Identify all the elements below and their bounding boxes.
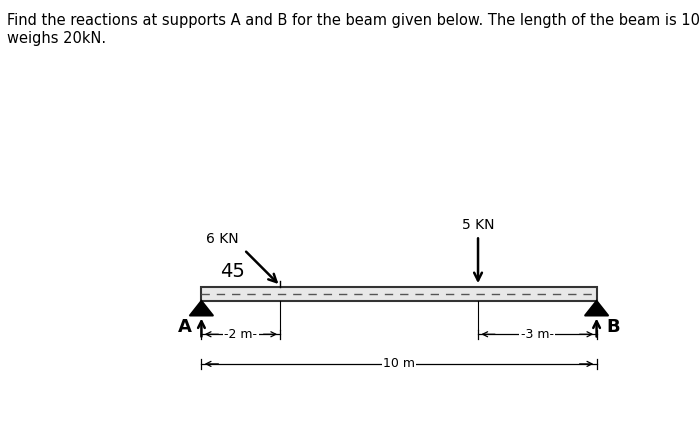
Text: Find the reactions at supports A and B for the beam given below. The length of t: Find the reactions at supports A and B f… [7,13,700,46]
Text: 45: 45 [220,263,244,281]
Polygon shape [584,301,608,316]
Text: A: A [178,318,192,336]
Text: 6 KN: 6 KN [206,232,238,246]
Text: B: B [606,318,620,336]
Text: -2 m-: -2 m- [225,328,258,341]
Text: -3 m-: -3 m- [521,328,554,341]
Bar [202,287,596,301]
Polygon shape [190,301,214,316]
Text: 10 m: 10 m [383,358,415,370]
Text: 5 KN: 5 KN [462,217,494,232]
